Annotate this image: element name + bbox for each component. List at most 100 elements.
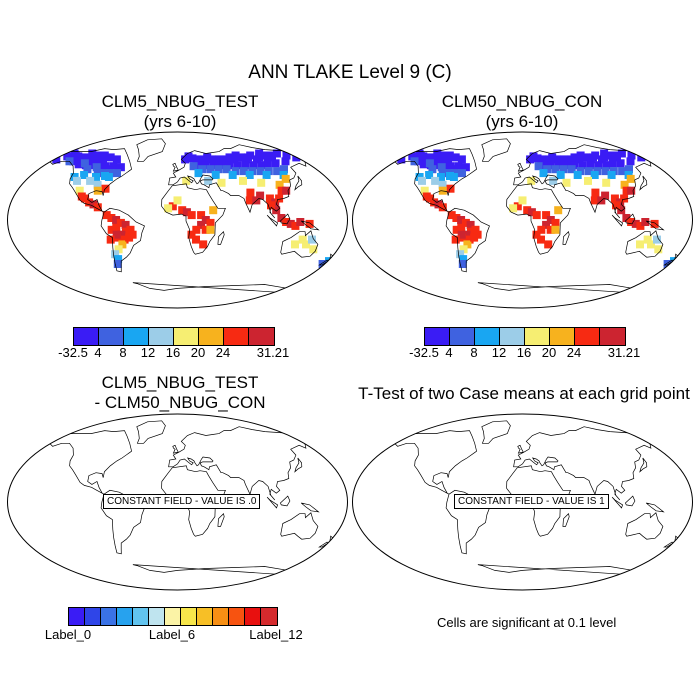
figure-title: ANN TLAKE Level 9 (C) bbox=[248, 62, 452, 83]
colorbar-swatch bbox=[575, 328, 600, 345]
lake-cell bbox=[527, 176, 536, 185]
lake-cell bbox=[622, 186, 631, 195]
lake-cell bbox=[567, 165, 576, 174]
lake-cell bbox=[456, 250, 465, 259]
lake-cell bbox=[605, 151, 614, 160]
lake-cell bbox=[268, 151, 276, 160]
lake-cell bbox=[128, 230, 137, 239]
lake-cell bbox=[286, 219, 295, 228]
lake-cell bbox=[643, 235, 652, 244]
lake-cell bbox=[620, 194, 629, 203]
lake-cell bbox=[546, 225, 555, 234]
lake-cell bbox=[586, 161, 595, 170]
colorbar-diff-label-12: Label_12 bbox=[249, 627, 303, 642]
lake-cell bbox=[249, 161, 258, 170]
colorbar-tick-label: -32.5 bbox=[409, 345, 439, 360]
lake-cell bbox=[85, 198, 94, 207]
lake-cell bbox=[422, 192, 431, 201]
lake-cell bbox=[117, 230, 126, 239]
lake-cell bbox=[461, 163, 470, 172]
colorbar-tick-label: 24 bbox=[566, 345, 582, 360]
lake-cell bbox=[277, 214, 286, 222]
colorbar-swatch bbox=[69, 608, 85, 625]
lake-cell bbox=[622, 214, 631, 222]
colorbar-tick-label: 4 bbox=[445, 345, 453, 360]
lake-cell bbox=[201, 161, 210, 170]
lake-cell bbox=[554, 161, 563, 170]
colorbar-swatch bbox=[133, 608, 149, 625]
lake-cell bbox=[239, 167, 248, 176]
lake-cell bbox=[608, 159, 617, 168]
colorbar-tick-label: 8 bbox=[470, 345, 478, 360]
lake-cell bbox=[217, 178, 226, 187]
lake-cell bbox=[576, 151, 585, 160]
lake-cell bbox=[654, 245, 663, 254]
map-border bbox=[7, 413, 348, 591]
lake-cell bbox=[539, 169, 548, 178]
panel2-title-line2: (yrs 6-10) bbox=[485, 112, 559, 131]
lake-cell bbox=[255, 149, 264, 158]
lake-cell bbox=[52, 155, 61, 164]
lake-cell bbox=[457, 230, 466, 239]
lake-cell bbox=[627, 151, 636, 160]
map-panel-difference bbox=[7, 413, 348, 591]
lake-cell bbox=[594, 161, 603, 170]
lake-cell bbox=[600, 149, 609, 158]
lake-cell bbox=[590, 171, 599, 179]
lake-cell bbox=[559, 165, 568, 174]
lake-cell bbox=[613, 151, 621, 160]
colorbar-swatch bbox=[450, 328, 475, 345]
colorbar-swatch bbox=[124, 328, 149, 345]
lake-cell bbox=[590, 196, 599, 205]
lake-cell bbox=[548, 153, 557, 162]
lake-cell bbox=[626, 157, 635, 166]
lake-cell bbox=[465, 235, 474, 244]
map-border bbox=[7, 131, 348, 309]
lake-cell bbox=[88, 149, 97, 158]
lake-cell bbox=[602, 161, 611, 170]
lake-cell bbox=[209, 206, 218, 215]
map-panel-test bbox=[7, 131, 348, 309]
lake-cell bbox=[647, 240, 655, 249]
map-border bbox=[352, 131, 693, 309]
lake-cell bbox=[104, 173, 113, 181]
lake-cell bbox=[302, 240, 310, 249]
lake-cell bbox=[83, 165, 92, 174]
lake-cell bbox=[206, 218, 215, 227]
lake-cell bbox=[291, 221, 300, 230]
lake-cell bbox=[554, 206, 563, 215]
colorbar-swatch bbox=[224, 328, 249, 345]
lake-cell bbox=[419, 160, 428, 169]
lake-cell bbox=[214, 165, 223, 174]
lake-cell bbox=[273, 167, 282, 176]
lake-cell bbox=[438, 151, 447, 160]
colorbar-tick-label: 31.21 bbox=[256, 345, 290, 360]
panel3-title: CLM5_NBUG_TEST - CLM50_NBUG_CON bbox=[30, 373, 330, 413]
colorbar-tick-label: 8 bbox=[119, 345, 127, 360]
lake-cell bbox=[562, 178, 571, 187]
lake-cell bbox=[113, 169, 121, 178]
lake-cell bbox=[584, 176, 592, 185]
lake-cell bbox=[617, 149, 626, 158]
lake-cell bbox=[112, 216, 121, 224]
colorbar-swatch bbox=[425, 328, 450, 345]
lake-cell bbox=[182, 176, 191, 185]
lake-cell bbox=[187, 211, 196, 220]
lake-cell bbox=[282, 151, 291, 160]
lake-cell bbox=[114, 255, 123, 264]
lake-cell bbox=[206, 165, 215, 174]
lake-cell bbox=[272, 206, 281, 215]
colorbar-tick-label: 4 bbox=[94, 345, 102, 360]
lake-cell bbox=[650, 219, 659, 228]
lake-cell bbox=[187, 230, 196, 239]
lake-cell bbox=[418, 176, 426, 185]
lake-cell bbox=[537, 155, 546, 164]
lake-cell bbox=[551, 218, 560, 227]
lake-cell bbox=[164, 204, 173, 213]
lake-cell bbox=[92, 173, 100, 181]
lake-cell bbox=[291, 240, 299, 249]
lake-cell bbox=[542, 220, 551, 229]
lake-cell bbox=[425, 171, 434, 179]
lake-cell bbox=[100, 151, 109, 160]
lake-cell bbox=[209, 161, 218, 170]
